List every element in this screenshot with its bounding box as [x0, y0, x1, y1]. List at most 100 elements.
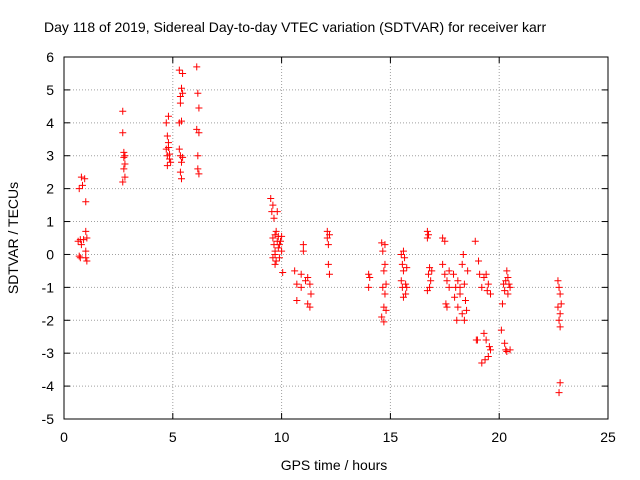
- data-point: [167, 158, 175, 166]
- data-point: [176, 168, 184, 176]
- data-point: [454, 303, 462, 311]
- data-point: [271, 260, 279, 268]
- data-point: [273, 208, 281, 216]
- y-tick-label: 4: [46, 115, 54, 131]
- data-point: [119, 129, 127, 137]
- data-point: [195, 129, 203, 137]
- data-point: [423, 234, 431, 242]
- y-tick-label: 6: [46, 49, 54, 65]
- data-point: [175, 66, 183, 74]
- data-point: [501, 339, 509, 347]
- data-point: [427, 277, 435, 285]
- data-point: [166, 150, 174, 158]
- data-point: [193, 63, 201, 71]
- data-point: [475, 257, 483, 265]
- data-point: [82, 247, 90, 255]
- data-point: [503, 348, 511, 356]
- data-point: [178, 84, 186, 92]
- data-point: [121, 173, 129, 181]
- data-point: [306, 280, 314, 288]
- data-point: [178, 117, 186, 125]
- data-point: [179, 89, 187, 97]
- data-point: [195, 170, 203, 178]
- y-tick-labels: -5 -4 -3 -2 -1 0 1 2 3 4 5 6: [42, 49, 55, 427]
- data-point: [481, 356, 489, 364]
- data-point: [278, 247, 286, 255]
- data-point: [75, 252, 83, 260]
- data-point: [291, 267, 299, 275]
- data-point: [163, 132, 171, 140]
- data-point: [75, 185, 83, 193]
- data-point: [459, 250, 467, 258]
- data-point: [179, 69, 187, 77]
- data-point: [443, 277, 451, 285]
- data-point: [454, 277, 462, 285]
- data-point: [121, 160, 129, 168]
- data-point: [424, 270, 432, 278]
- data-point: [403, 283, 411, 291]
- data-point: [271, 231, 279, 239]
- data-point: [557, 300, 565, 308]
- data-point: [483, 287, 491, 295]
- data-point: [378, 239, 386, 247]
- data-point: [442, 300, 450, 308]
- data-point: [274, 244, 282, 252]
- data-point: [77, 241, 85, 249]
- data-point: [463, 306, 471, 314]
- data-point: [478, 359, 486, 367]
- data-point: [379, 283, 387, 291]
- data-point: [381, 241, 389, 249]
- y-tick-label: 1: [46, 214, 54, 230]
- x-tick-label: 5: [169, 429, 177, 445]
- data-point: [504, 290, 512, 298]
- y-tick-label: 3: [46, 148, 54, 164]
- data-point: [365, 270, 373, 278]
- x-tick-label: 15: [383, 429, 399, 445]
- data-point: [398, 260, 406, 268]
- data-point: [324, 260, 332, 268]
- axis-ticks: [63, 56, 609, 420]
- data-point: [498, 300, 506, 308]
- data-point: [443, 303, 451, 311]
- data-point: [460, 280, 468, 288]
- data-point: [163, 162, 171, 170]
- data-point: [270, 214, 278, 222]
- data-point: [424, 231, 432, 239]
- data-point: [304, 273, 312, 281]
- plot-frame: [63, 56, 609, 420]
- data-point: [119, 107, 127, 115]
- data-point: [164, 144, 172, 151]
- data-point: [275, 241, 283, 249]
- data-point: [461, 297, 469, 305]
- data-point: [403, 264, 411, 272]
- data-point: [277, 237, 285, 245]
- data-point: [460, 316, 468, 324]
- data-point: [194, 89, 202, 97]
- data-point: [83, 257, 91, 265]
- data-point: [178, 175, 186, 183]
- data-point: [275, 254, 283, 262]
- data-point: [506, 283, 514, 291]
- data-point: [484, 352, 492, 360]
- y-tick-label: 0: [46, 246, 54, 262]
- data-point: [381, 290, 389, 298]
- data-point: [501, 287, 509, 295]
- data-point: [478, 283, 486, 291]
- data-point: [194, 165, 202, 173]
- y-tick-label: -2: [42, 312, 55, 328]
- data-point: [366, 273, 374, 281]
- data-point: [178, 158, 186, 166]
- data-point: [279, 269, 287, 277]
- data-point: [306, 303, 314, 311]
- data-point: [556, 290, 564, 298]
- data-point: [176, 99, 184, 107]
- data-point: [555, 283, 563, 291]
- data-point: [555, 316, 563, 324]
- data-point: [82, 227, 90, 235]
- data-point: [120, 153, 128, 161]
- x-axis-label: GPS time / hours: [281, 457, 388, 473]
- data-point: [272, 257, 280, 265]
- data-point: [458, 310, 466, 318]
- data-point: [175, 145, 183, 153]
- data-point: [293, 297, 301, 305]
